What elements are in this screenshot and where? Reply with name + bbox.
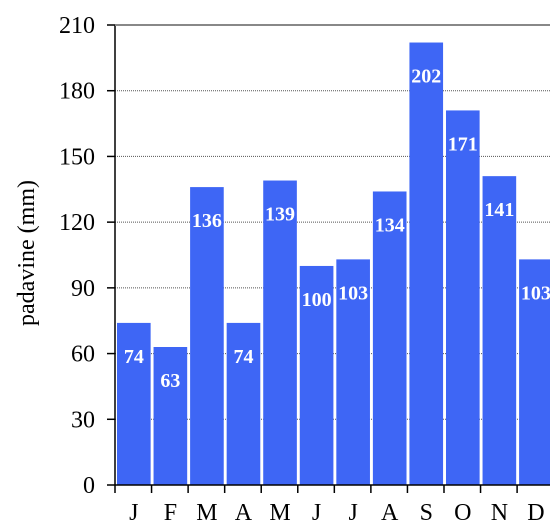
bar-4 — [226, 322, 261, 485]
x-tick-label-9: S — [420, 500, 433, 525]
data-label-6: 100 — [302, 289, 332, 311]
bar-5 — [263, 180, 297, 485]
bar-8 — [372, 191, 407, 485]
y-axis-title: padavine (mm) — [14, 180, 40, 326]
x-tick-label-7: J — [348, 500, 357, 525]
y-tick-label: 120 — [59, 210, 95, 236]
x-tick-label-11: N — [491, 500, 508, 525]
x-tick-label-1: J — [129, 500, 138, 525]
bar-1 — [117, 322, 151, 485]
data-label-9: 202 — [411, 66, 441, 88]
bar-10 — [445, 110, 480, 485]
data-label-12: 103 — [521, 282, 550, 304]
y-tick-label: 180 — [59, 79, 95, 105]
y-tick-layer: 0 30 60 90 120 150 180 210 — [59, 13, 115, 499]
y-tick-label: 60 — [71, 342, 95, 368]
bar-6 — [299, 265, 334, 485]
bar-7 — [336, 259, 370, 485]
bar-3 — [190, 187, 224, 485]
data-label-10: 171 — [448, 133, 478, 155]
y-tick-label: 30 — [71, 407, 95, 433]
data-label-11: 141 — [484, 199, 514, 221]
bar-12 — [519, 259, 550, 485]
data-label-8: 134 — [375, 214, 405, 236]
x-tick-label-3: M — [196, 500, 217, 525]
data-label-7: 103 — [338, 282, 368, 304]
x-tick-label-4: A — [235, 500, 253, 525]
y-tick-label: 210 — [59, 13, 95, 39]
x-tick-label-6: J — [312, 500, 321, 525]
data-label-layer: 74 63 136 74 139 100 103 134 202 171 141 103 — [124, 66, 550, 392]
x-tick-label-2: F — [164, 500, 177, 525]
bar-layer — [117, 42, 550, 486]
bar-2 — [153, 347, 188, 485]
y-tick-label: 150 — [59, 144, 95, 170]
x-tick-label-5: M — [269, 500, 290, 525]
bar-11 — [482, 176, 517, 485]
data-label-1: 74 — [124, 346, 144, 368]
x-tick-label-12: D — [527, 500, 544, 525]
y-tick-label: 0 — [83, 473, 95, 499]
y-tick-label: 90 — [71, 276, 95, 302]
data-label-3: 136 — [192, 210, 222, 232]
data-label-4: 74 — [233, 346, 253, 368]
bar-9 — [409, 42, 444, 486]
data-label-5: 139 — [265, 204, 295, 226]
x-tick-label-8: A — [381, 500, 399, 525]
x-tick-label-10: O — [454, 500, 471, 525]
data-label-2: 63 — [160, 370, 180, 392]
